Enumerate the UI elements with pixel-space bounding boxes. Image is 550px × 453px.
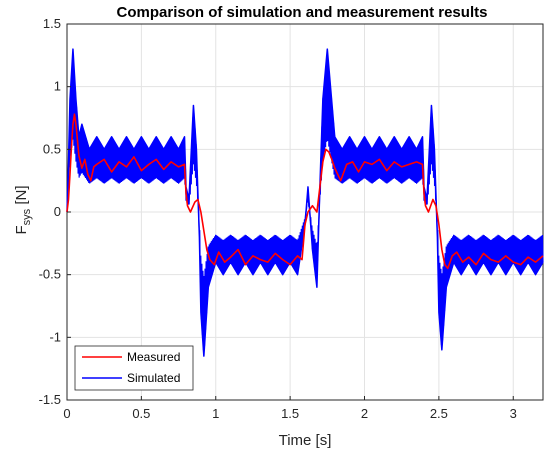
- x-tick-label: 2: [361, 406, 368, 421]
- y-tick-label: -0.5: [39, 267, 61, 282]
- y-tick-label: 1.5: [43, 16, 61, 31]
- chart-title: Comparison of simulation and measurement…: [117, 4, 488, 21]
- legend-box: [74, 345, 194, 391]
- series-lines: [66, 48, 544, 357]
- x-tick-label: 1: [212, 406, 219, 421]
- y-tick-label: 1: [54, 79, 61, 94]
- x-tick-label: 3: [510, 406, 517, 421]
- y-tick-label: -1: [49, 329, 61, 344]
- legend: Measured Simulated: [74, 345, 194, 391]
- y-axis-label-main: F: [13, 225, 30, 234]
- y-tick-label: 0: [54, 204, 61, 219]
- y-axis-label-subscript: sys: [21, 208, 33, 225]
- x-tick-label: 0.5: [132, 406, 150, 421]
- simulated-series-line: [66, 48, 544, 357]
- x-tick-label: 1.5: [281, 406, 299, 421]
- x-tick-label: 2.5: [430, 406, 448, 421]
- measured-series-line: [66, 113, 544, 270]
- y-axis-label-unit: [N]: [13, 185, 30, 208]
- y-tick-label: 0.5: [43, 141, 61, 156]
- legend-label-simulated: Simulated: [127, 371, 180, 385]
- x-tick-label: 0: [63, 406, 70, 421]
- y-axis-label: Fsys [N]: [13, 185, 33, 234]
- legend-label-measured: Measured: [127, 350, 180, 364]
- axis-ticks: 0 0.5 1 1.5 2 2.5 3 -1.5 -1 -0.5 0 0.5 1 1.5: [39, 16, 517, 421]
- y-tick-label: -1.5: [39, 392, 61, 407]
- x-axis-label: Time [s]: [279, 432, 332, 449]
